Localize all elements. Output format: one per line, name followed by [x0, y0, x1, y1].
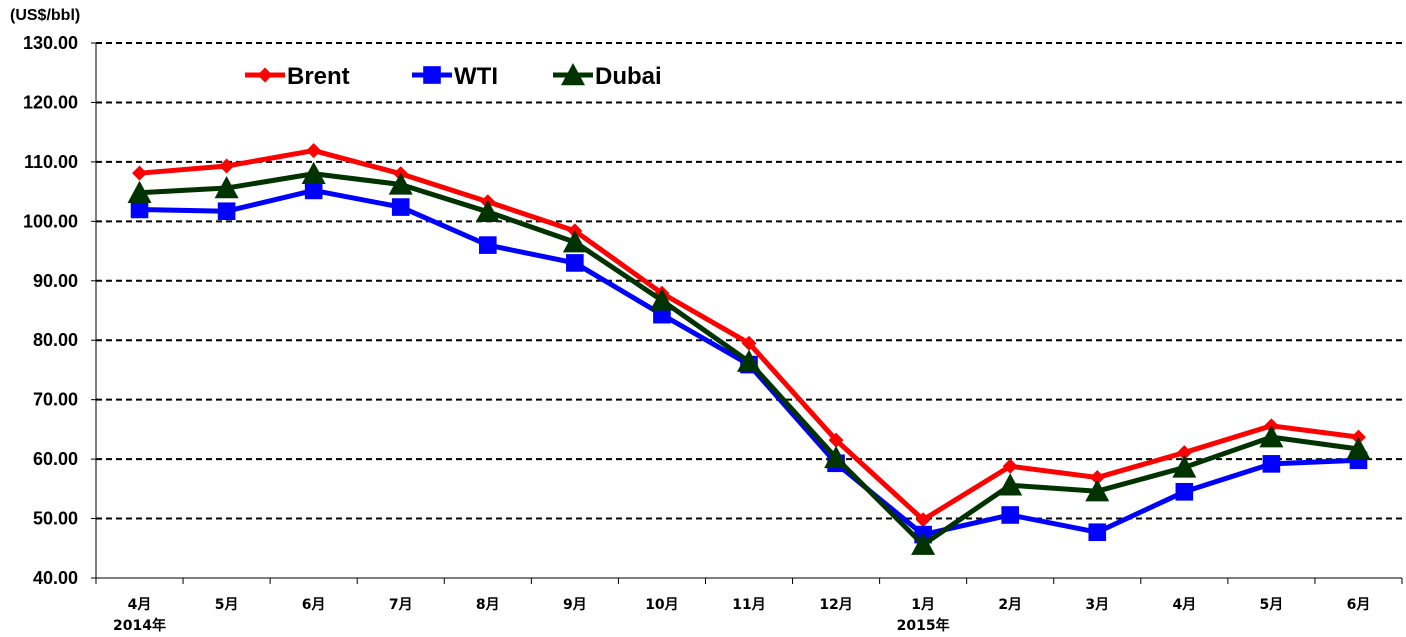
x-tick-label: 5月 [215, 597, 239, 613]
dubai-point [214, 176, 239, 199]
x-year-label: 2014年 [113, 617, 166, 634]
brent-point [1176, 445, 1192, 461]
dubai-point [388, 172, 413, 195]
legend-label: WTI [454, 63, 498, 90]
y-tick-label: 90.00 [33, 271, 78, 291]
x-tick-label: 12月 [819, 597, 852, 613]
legend-label: Brent [287, 63, 350, 90]
wti-point [1088, 523, 1107, 542]
dubai-point [998, 473, 1023, 496]
series-dubai [127, 161, 1371, 555]
x-tick-label: 9月 [563, 597, 587, 613]
wti-point [566, 254, 584, 272]
y-axis-unit-label: (US$/bbl) [10, 7, 80, 24]
axes [95, 43, 1402, 579]
x-tick-label: 10月 [645, 597, 678, 613]
wti-point [391, 198, 410, 216]
dubai-point [737, 349, 761, 372]
x-tick-label: 5月 [1260, 597, 1284, 613]
legend-swatch-marker [257, 67, 273, 83]
x-tick-label: 3月 [1085, 597, 1109, 613]
y-tick-label: 40.00 [33, 568, 78, 588]
x-tick-label: 7月 [389, 597, 413, 613]
legend-item-brent: Brent [245, 63, 350, 90]
dubai-point [127, 180, 152, 203]
legend-swatch-marker [423, 66, 441, 84]
y-axis-ticks: 40.00 50.00 60.00 70.00 80.00 90.00 100.00 110.… [23, 33, 96, 588]
dubai-point [1085, 479, 1110, 502]
brent-point [132, 165, 148, 181]
dubai-point [1346, 437, 1371, 460]
dubai-point [824, 445, 849, 469]
dubai-point [1259, 425, 1284, 448]
dubai-point [562, 230, 587, 253]
dubai-point [911, 532, 936, 555]
brent-line [139, 148, 1359, 523]
brent-point [306, 143, 322, 159]
dubai-point [475, 199, 500, 223]
wti-point [1175, 483, 1194, 501]
brent-point [915, 512, 931, 528]
x-tick-label: 4月 [128, 597, 152, 613]
dubai-point [301, 161, 326, 184]
x-axis-ticks: 4月 5月 6月 7月 8月 9月 10月 11月 12月 1月 2月 3月 4月 5月 6月 2014年 20… [95, 578, 1403, 634]
y-tick-label: 50.00 [33, 509, 78, 529]
legend: Brent WTI Dubai [245, 63, 662, 90]
x-tick-label: 2月 [998, 597, 1022, 613]
x-tick-label: 6月 [302, 597, 326, 613]
x-tick-label: 6月 [1347, 597, 1371, 613]
wti-point [1001, 506, 1019, 524]
wti-point [479, 236, 497, 254]
brent-point [1089, 470, 1105, 486]
brent-point [1002, 458, 1018, 474]
x-year-label: 2015年 [897, 617, 950, 634]
dubai-point [649, 288, 674, 311]
x-tick-label: 4月 [1172, 597, 1196, 613]
y-tick-label: 80.00 [33, 330, 78, 350]
y-tick-label: 100.00 [23, 211, 78, 231]
y-tick-label: 130.00 [23, 33, 78, 53]
y-tick-label: 110.00 [24, 152, 78, 172]
wti-point [130, 200, 149, 219]
legend-swatch-marker [561, 63, 585, 86]
series-group [127, 143, 1371, 555]
y-tick-label: 60.00 [33, 449, 78, 469]
legend-item-dubai: Dubai [553, 63, 662, 90]
x-tick-label: 8月 [476, 597, 500, 613]
y-tick-label: 120.00 [23, 92, 78, 112]
legend-item-wti: WTI [412, 63, 498, 90]
wti-point [304, 181, 323, 200]
brent-point [219, 158, 235, 174]
x-tick-label: 11月 [732, 597, 765, 613]
wti-point [217, 202, 236, 221]
dubai-point [1172, 455, 1197, 478]
x-tick-label: 1月 [911, 597, 935, 613]
y-tick-label: 70.00 [33, 390, 78, 410]
legend-label: Dubai [595, 63, 662, 90]
brent-point [741, 335, 757, 351]
brent-point [828, 432, 844, 448]
wti-point [1262, 455, 1281, 473]
